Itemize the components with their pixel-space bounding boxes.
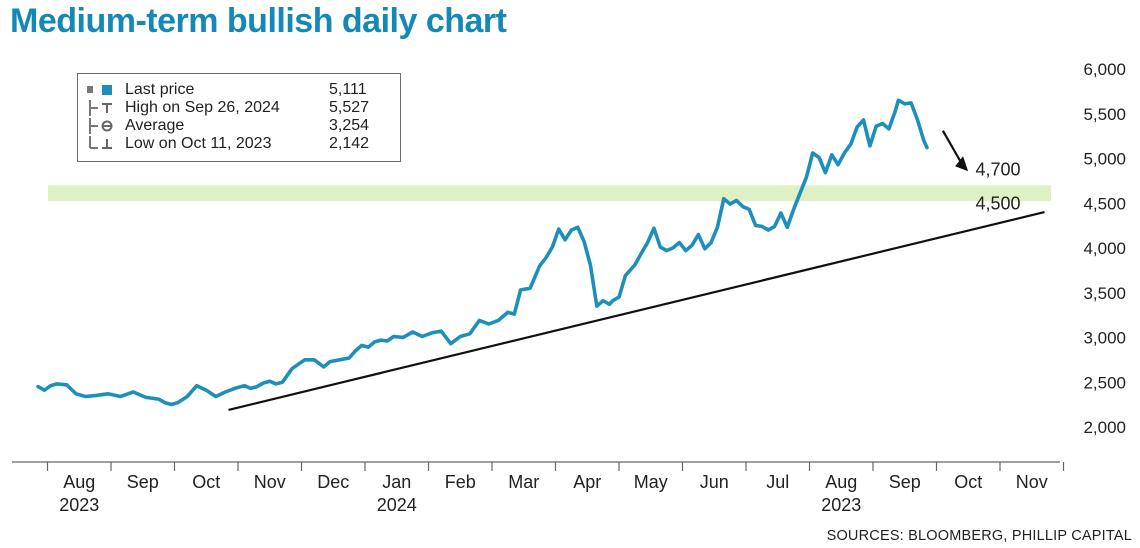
x-year-label: 2023 <box>821 495 861 515</box>
annotations: 4,700 4,500 <box>941 130 1021 213</box>
arrow-shaft <box>941 130 964 165</box>
y-tick-label: 5,500 <box>1083 105 1126 124</box>
arrow-head-icon <box>955 156 969 172</box>
y-tick-label: 3,000 <box>1083 329 1126 348</box>
price-line <box>36 98 929 407</box>
y-tick-label: 6,000 <box>1083 60 1126 79</box>
legend-row-average: Average 3,254 <box>78 117 400 135</box>
x-tick-label: Jan <box>382 472 411 492</box>
average-marker-icon <box>86 118 116 134</box>
y-tick-label: 3,500 <box>1083 284 1126 303</box>
legend-value: 2,142 <box>329 135 370 152</box>
legend-label: High on Sep 26, 2024 <box>125 99 280 116</box>
source-note: SOURCES: BLOOMBERG, PHILLIP CAPITAL <box>826 528 1132 544</box>
x-tick-label: Feb <box>445 472 476 492</box>
y-tick-label: 4,500 <box>1083 194 1126 213</box>
y-axis-labels: 2,000 2,500 3,000 3,500 4,000 4,500 5,000 5,500… <box>1083 60 1126 437</box>
x-tick-label: Aug <box>63 472 95 492</box>
legend-value: 3,254 <box>329 117 370 134</box>
x-tick-label: May <box>634 472 668 492</box>
legend-label: Average <box>125 117 185 134</box>
trend-line <box>228 211 1045 411</box>
annotation-4500: 4,500 <box>975 193 1020 213</box>
x-tick-label: Aug <box>825 472 857 492</box>
x-tick-label: Mar <box>508 472 539 492</box>
legend-label: Low on Oct 11, 2023 <box>125 135 272 152</box>
support-zone-band <box>48 185 1051 202</box>
annotation-4700: 4,700 <box>975 159 1020 179</box>
legend-row-last-price: Last price 5,111 <box>78 81 400 99</box>
legend-label: Last price <box>125 81 195 98</box>
x-year-label: 2024 <box>377 495 417 515</box>
legend-box: Last price 5,111 High on Sep 26, 2024 5,… <box>77 73 401 162</box>
x-tick-label: Nov <box>1016 472 1048 492</box>
y-tick-label: 2,000 <box>1083 418 1126 437</box>
legend-row-low: Low on Oct 11, 2023 2,142 <box>78 135 400 153</box>
square-marker-icon <box>86 82 116 98</box>
legend-row-high: High on Sep 26, 2024 5,527 <box>78 99 400 117</box>
low-marker-icon <box>86 136 116 152</box>
chart-title: Medium-term bullish daily chart <box>10 2 507 40</box>
x-tick-label: Jul <box>766 472 789 492</box>
x-tick-label: Dec <box>317 472 349 492</box>
x-tick-label: Apr <box>573 472 601 492</box>
y-tick-label: 5,000 <box>1083 150 1126 169</box>
y-tick-label: 2,500 <box>1083 373 1126 392</box>
y-tick-label: 4,000 <box>1083 239 1126 258</box>
x-tick-label: Oct <box>954 472 982 492</box>
x-tick-label: Sep <box>889 472 921 492</box>
legend-value: 5,111 <box>329 81 367 98</box>
x-tick-label: Jun <box>700 472 729 492</box>
x-tick-label: Sep <box>127 472 159 492</box>
x-year-label: 2023 <box>59 495 99 515</box>
legend-value: 5,527 <box>329 99 370 116</box>
x-tick-label: Nov <box>254 472 286 492</box>
x-tick-label: Oct <box>192 472 220 492</box>
x-axis: Aug Sep Oct Nov Dec Jan Feb Mar Apr May Jun Jul Aug S… <box>12 461 1065 515</box>
high-marker-icon <box>86 100 116 116</box>
